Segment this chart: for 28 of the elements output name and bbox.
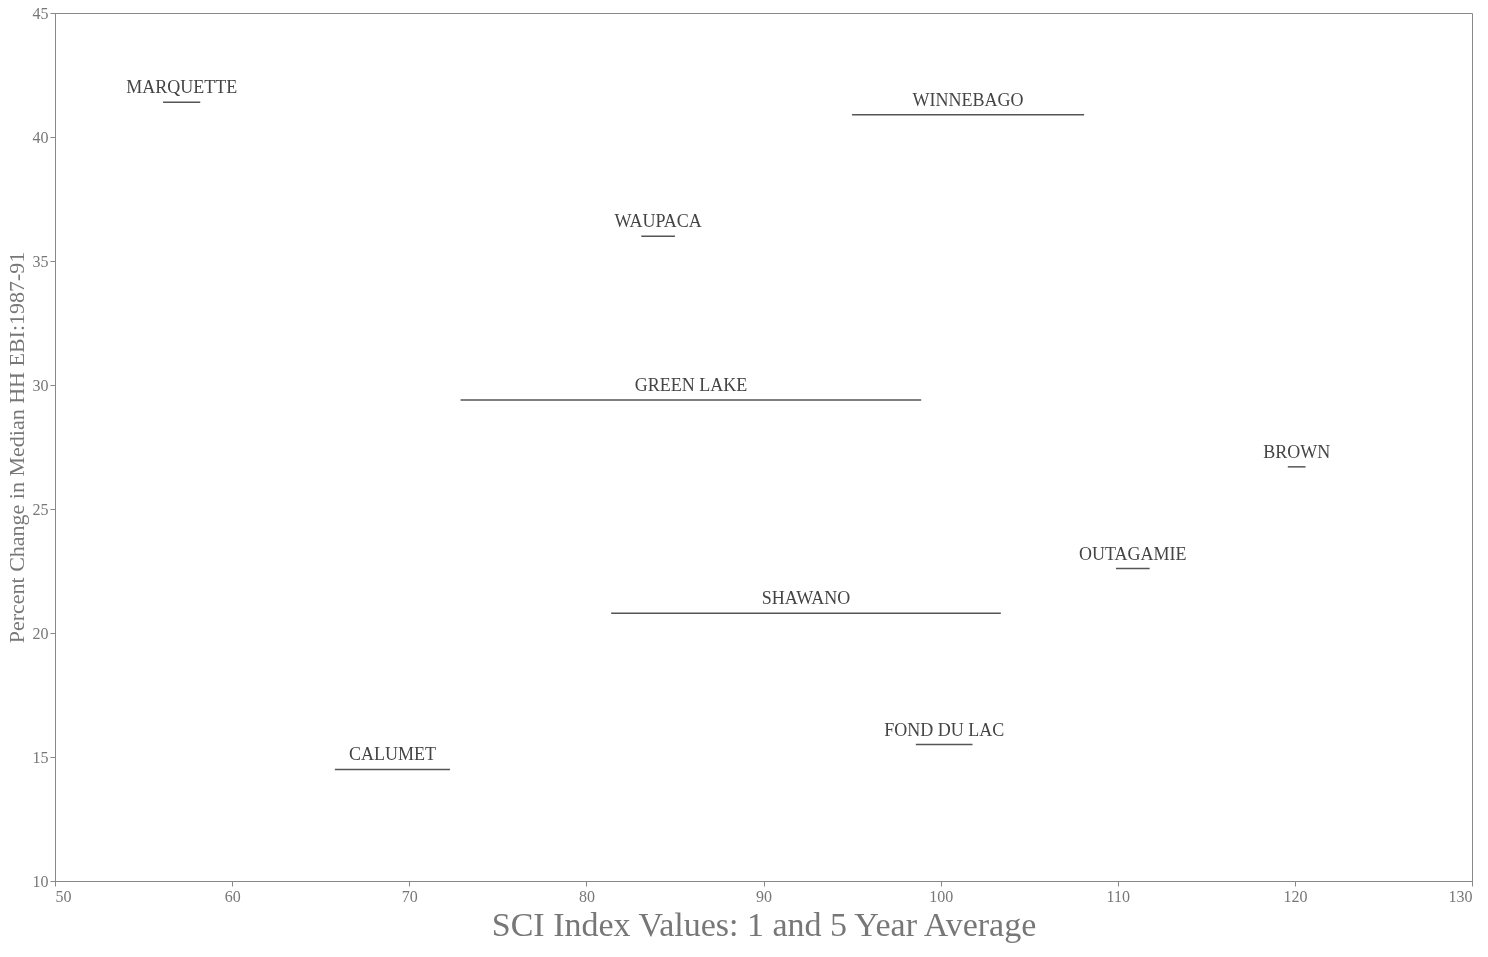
x-axis-title: SCI Index Values: 1 and 5 Year Average bbox=[491, 905, 1037, 943]
y-tick-label: 10 bbox=[32, 872, 49, 890]
series-label: WAUPACA bbox=[614, 211, 702, 232]
y-axis-title: Percent Change in Median HH EBI:1987-91 bbox=[3, 251, 29, 644]
x-tick-label: 50 bbox=[55, 887, 72, 905]
y-tick-label: 15 bbox=[32, 748, 49, 766]
x-tick-label: 60 bbox=[224, 887, 241, 905]
x-tick-label: 70 bbox=[401, 887, 418, 905]
series-label: FOND DU LAC bbox=[884, 719, 1005, 740]
y-tick-label: 40 bbox=[32, 128, 49, 146]
x-tick-label: 80 bbox=[578, 887, 595, 905]
x-tick-label: 110 bbox=[1106, 887, 1130, 905]
x-tick-label: 90 bbox=[756, 887, 772, 905]
series-label: BROWN bbox=[1263, 441, 1331, 462]
series-label: GREEN LAKE bbox=[634, 374, 748, 395]
series-label: CALUMET bbox=[348, 744, 436, 765]
y-tick-label: 30 bbox=[32, 376, 49, 394]
series-label: MARQUETTE bbox=[126, 77, 238, 98]
series-label: WINNEBAGO bbox=[912, 89, 1024, 110]
x-tick-label: 100 bbox=[929, 887, 954, 905]
series-label: SHAWANO bbox=[761, 588, 851, 609]
x-tick-label: 130 bbox=[1448, 887, 1473, 905]
series-label: OUTAGAMIE bbox=[1079, 543, 1187, 564]
y-tick-label: 35 bbox=[32, 252, 49, 270]
y-tick-label: 45 bbox=[32, 4, 49, 22]
x-tick-label: 120 bbox=[1283, 887, 1308, 905]
y-tick-label: 20 bbox=[32, 624, 49, 642]
y-tick-label: 25 bbox=[32, 500, 49, 518]
